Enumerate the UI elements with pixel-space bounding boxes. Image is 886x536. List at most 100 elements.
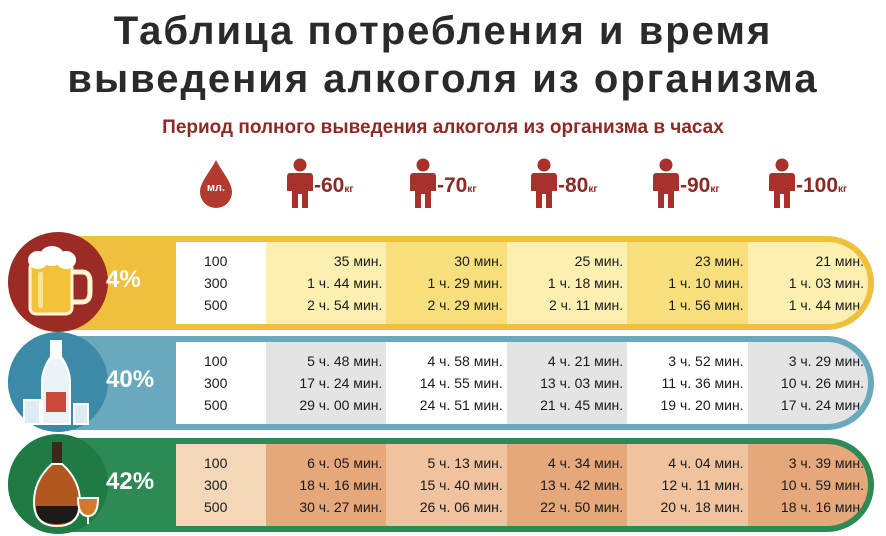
time-value: 17 ч. 24 мин. <box>780 397 864 413</box>
time-value: 22 ч. 50 мин. <box>540 499 624 515</box>
vodka-bottle-icon <box>16 338 100 433</box>
time-value: 21 ч. 45 мин. <box>540 397 624 413</box>
time-value: 4 ч. 04 мин. <box>668 455 744 471</box>
weight-header-1: -70кг <box>409 158 519 210</box>
time-value: 30 мин. <box>454 253 503 269</box>
beer-mug-icon <box>16 238 100 327</box>
ml-value: 300 <box>204 375 228 391</box>
weight-unit: кг <box>344 184 354 195</box>
drink-badge <box>8 434 108 534</box>
weight-label: -60кг <box>314 174 354 198</box>
time-value: 26 ч. 06 мин. <box>419 499 503 515</box>
page-title-line-2: выведения алкоголя из организма <box>67 57 819 101</box>
weight-column-2: 4 ч. 21 мин. 13 ч. 03 мин. 21 ч. 45 мин. <box>506 342 628 424</box>
ml-value: 500 <box>204 297 228 313</box>
time-value: 10 ч. 26 мин. <box>780 375 864 391</box>
alcohol-row-2: 40% 100 300 500 5 ч. 48 мин. 17 ч. 24 мин. 29 … <box>8 332 874 432</box>
time-value: 4 ч. 34 мин. <box>547 455 624 471</box>
weight-header-2: -80кг <box>530 158 640 210</box>
weight-unit: кг <box>710 184 720 195</box>
time-value: 5 ч. 13 мин. <box>427 455 503 471</box>
time-value: 2 ч. 29 мин. <box>427 297 503 313</box>
drop-icon <box>196 158 236 208</box>
ml-column: 100 300 500 <box>176 342 266 424</box>
weight-value: -90 <box>680 174 711 197</box>
person-icon <box>409 158 437 210</box>
time-value: 25 мин. <box>574 253 624 269</box>
person-icon <box>652 158 680 210</box>
time-value: 1 ч. 44 мин. <box>307 275 383 291</box>
weight-value: -100 <box>796 174 839 197</box>
person-icon <box>530 158 558 210</box>
page-title-line-1: Таблица потребления и время <box>113 9 773 53</box>
times-band: 100 300 500 5 ч. 48 мин. 17 ч. 24 мин. 29 ч. … <box>176 342 868 424</box>
alcohol-row-3: 42% 100 300 500 6 ч. 05 мин. 18 ч. 16 мин. 30 … <box>8 434 874 534</box>
person-icon <box>286 158 314 210</box>
time-value: 3 ч. 29 мин. <box>788 353 864 369</box>
weight-label: -100кг <box>796 174 847 198</box>
time-value: 6 ч. 05 мин. <box>307 455 383 471</box>
time-value: 35 мин. <box>333 253 383 269</box>
time-value: 1 ч. 44 мин. <box>788 297 864 313</box>
time-value: 24 ч. 51 мин. <box>419 397 503 413</box>
time-value: 3 ч. 52 мин. <box>668 353 744 369</box>
weight-header-3: -90кг <box>652 158 762 210</box>
ml-value: 100 <box>204 455 228 471</box>
ml-column: 100 300 500 <box>176 242 266 324</box>
time-value: 17 ч. 24 мин. <box>299 375 383 391</box>
weight-header-0: -60кг <box>286 158 396 210</box>
weight-column-1: 5 ч. 13 мин. 15 ч. 40 мин. 26 ч. 06 мин. <box>386 444 507 526</box>
time-value: 3 ч. 39 мин. <box>788 455 864 471</box>
weight-column-3: 4 ч. 04 мин. 12 ч. 11 мин. 20 ч. 18 мин. <box>627 444 748 526</box>
time-value: 2 ч. 54 мин. <box>307 297 383 313</box>
weight-label: -80кг <box>558 174 598 198</box>
weight-column-4: 3 ч. 39 мин. 10 ч. 59 мин. 18 ч. 16 мин. <box>747 444 868 526</box>
weight-column-3: 23 мин. 1 ч. 10 мин. 1 ч. 56 мин. <box>627 242 748 324</box>
alcohol-percent: 42% <box>106 468 155 495</box>
time-value: 5 ч. 48 мин. <box>307 353 383 369</box>
drink-badge <box>8 332 108 432</box>
weight-column-1: 4 ч. 58 мин. 14 ч. 55 мин. 24 ч. 51 мин. <box>386 342 507 424</box>
weight-unit: кг <box>838 184 848 195</box>
time-value: 29 ч. 00 мин. <box>299 397 383 413</box>
person-icon <box>768 158 796 210</box>
time-value: 1 ч. 03 мин. <box>788 275 864 291</box>
time-value: 12 ч. 11 мин. <box>661 477 744 493</box>
time-value: 10 ч. 59 мин. <box>780 477 864 493</box>
weight-value: -70 <box>437 174 468 197</box>
weight-value: -60 <box>314 174 345 197</box>
time-value: 1 ч. 56 мин. <box>668 297 744 313</box>
time-value: 1 ч. 29 мин. <box>427 275 503 291</box>
ml-column: 100 300 500 <box>176 444 266 526</box>
cognac-bottle-icon <box>16 440 100 535</box>
drink-badge <box>8 232 108 332</box>
time-value: 20 ч. 18 мин. <box>660 499 744 515</box>
weight-column-0: 35 мин. 1 ч. 44 мин. 2 ч. 54 мин. <box>266 242 387 324</box>
times-band: 100 300 500 6 ч. 05 мин. 18 ч. 16 мин. 30 ч. … <box>176 444 868 526</box>
weight-column-4: 3 ч. 29 мин. 10 ч. 26 мин. 17 ч. 24 мин. <box>747 342 868 424</box>
alcohol-percent: 4% <box>106 266 141 293</box>
weight-column-1: 30 мин. 1 ч. 29 мин. 2 ч. 29 мин. <box>386 242 507 324</box>
time-value: 15 ч. 40 мин. <box>419 477 503 493</box>
ml-header-label: мл. <box>206 182 226 194</box>
ml-value: 100 <box>204 253 228 269</box>
page-subtitle: Период полного выведения алкоголя из орг… <box>162 117 724 138</box>
ml-value: 500 <box>204 499 228 515</box>
time-value: 21 мин. <box>815 253 864 269</box>
weight-unit: кг <box>467 184 477 195</box>
weight-column-0: 6 ч. 05 мин. 18 ч. 16 мин. 30 ч. 27 мин. <box>266 444 387 526</box>
time-value: 18 ч. 16 мин. <box>780 499 864 515</box>
weight-unit: кг <box>588 184 598 195</box>
alcohol-row-1: 4% 100 300 500 35 мин. 1 ч. 44 мин. 2 ч. 54 ми… <box>8 232 874 332</box>
time-value: 1 ч. 10 мин. <box>668 275 744 291</box>
weight-column-2: 4 ч. 34 мин. 13 ч. 42 мин. 22 ч. 50 мин. <box>506 444 628 526</box>
time-value: 1 ч. 18 мин. <box>547 275 624 291</box>
weight-value: -80 <box>558 174 589 197</box>
time-value: 23 мин. <box>695 253 744 269</box>
weight-label: -90кг <box>680 174 720 198</box>
weight-column-0: 5 ч. 48 мин. 17 ч. 24 мин. 29 ч. 00 мин. <box>266 342 387 424</box>
time-value: 4 ч. 58 мин. <box>427 353 503 369</box>
time-value: 14 ч. 55 мин. <box>419 375 503 391</box>
time-value: 13 ч. 42 мин. <box>540 477 624 493</box>
weight-header-4: -100кг <box>768 158 878 210</box>
